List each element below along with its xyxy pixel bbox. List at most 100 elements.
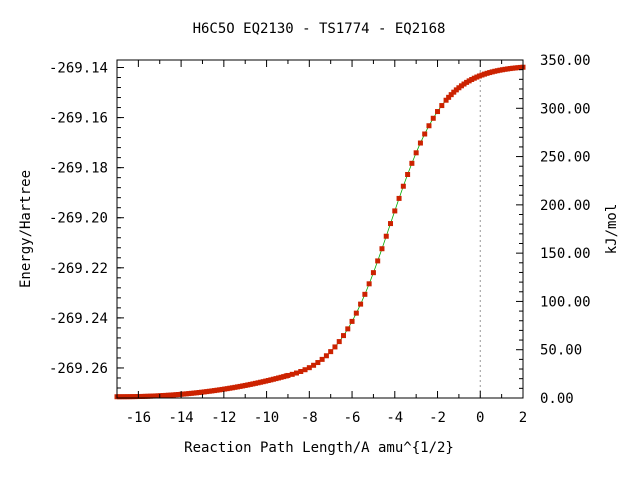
y2-tick-label: 350.00 bbox=[540, 53, 591, 69]
data-point bbox=[237, 383, 243, 389]
data-point bbox=[214, 387, 220, 393]
data-point bbox=[370, 270, 376, 276]
y2-tick-label: 250.00 bbox=[540, 150, 591, 166]
data-point bbox=[191, 390, 197, 396]
data-point bbox=[388, 221, 394, 227]
x-tick-label: -12 bbox=[211, 410, 236, 426]
data-point bbox=[252, 380, 258, 386]
data-point bbox=[276, 375, 282, 381]
data-point bbox=[471, 75, 477, 81]
data-point bbox=[379, 246, 385, 252]
data-point bbox=[289, 371, 295, 377]
data-point bbox=[224, 386, 230, 392]
data-point bbox=[170, 392, 176, 398]
data-point bbox=[199, 389, 205, 395]
data-point bbox=[515, 65, 521, 71]
data-point bbox=[163, 392, 169, 398]
data-point bbox=[507, 66, 513, 72]
data-point bbox=[117, 394, 123, 400]
data-point bbox=[466, 78, 472, 84]
data-point bbox=[204, 389, 210, 395]
data-point bbox=[505, 66, 511, 72]
data-point bbox=[168, 392, 174, 398]
x-tick-label: -8 bbox=[301, 410, 318, 426]
data-point bbox=[336, 339, 342, 345]
data-point bbox=[302, 367, 308, 373]
x-axis-label: Reaction Path Length/A amu^{1/2} bbox=[184, 440, 454, 456]
data-point bbox=[206, 388, 212, 394]
data-point bbox=[132, 394, 138, 400]
data-point bbox=[265, 377, 271, 383]
data-point bbox=[278, 374, 284, 380]
data-point bbox=[209, 388, 215, 394]
data-point bbox=[173, 392, 179, 398]
data-point bbox=[383, 233, 389, 239]
data-point bbox=[142, 393, 148, 399]
data-point bbox=[510, 65, 516, 71]
data-point bbox=[255, 380, 261, 386]
data-point bbox=[349, 318, 355, 324]
energy-curve-line bbox=[117, 66, 524, 398]
data-point bbox=[247, 381, 253, 387]
data-point bbox=[227, 385, 233, 391]
y2-axis-label: kJ/mol bbox=[604, 204, 620, 255]
data-point bbox=[319, 356, 325, 362]
data-point bbox=[323, 353, 329, 359]
y2-tick-label: 0.00 bbox=[540, 391, 574, 407]
y2-axis-ticks: 0.00 50.00 100.00 150.00 200.00 250.00 300.00 3… bbox=[516, 53, 591, 407]
y-tick-label: -269.14 bbox=[49, 61, 108, 77]
data-point bbox=[260, 379, 266, 385]
x-tick-label: -10 bbox=[254, 410, 279, 426]
data-point bbox=[332, 344, 338, 350]
data-point bbox=[328, 349, 334, 355]
data-point bbox=[129, 394, 135, 400]
y2-tick-label: 200.00 bbox=[540, 198, 591, 214]
data-point bbox=[315, 360, 321, 366]
y2-tick-label: 150.00 bbox=[540, 246, 591, 262]
data-point bbox=[245, 382, 251, 388]
data-point bbox=[242, 382, 248, 388]
data-point bbox=[464, 79, 470, 85]
x-tick-label: -14 bbox=[168, 410, 193, 426]
data-point bbox=[353, 310, 359, 316]
data-points bbox=[114, 64, 526, 400]
data-point bbox=[268, 377, 274, 383]
data-point bbox=[240, 383, 246, 389]
y-axis-label: Energy/Hartree bbox=[18, 170, 34, 288]
data-point bbox=[229, 385, 235, 391]
data-point bbox=[392, 208, 398, 214]
data-point bbox=[119, 394, 125, 400]
data-point bbox=[430, 115, 436, 121]
data-point bbox=[453, 87, 459, 93]
data-point bbox=[160, 393, 166, 399]
data-point bbox=[456, 85, 462, 91]
x-tick-label: 2 bbox=[519, 410, 527, 426]
data-point bbox=[492, 68, 498, 74]
data-point bbox=[458, 83, 464, 89]
data-point bbox=[311, 362, 317, 368]
data-point bbox=[479, 72, 485, 78]
y-axis-ticks: -269.26 -269.24 -269.22 -269.20 -269.18 -269.… bbox=[49, 61, 124, 399]
data-point bbox=[135, 394, 141, 400]
data-point bbox=[422, 131, 428, 137]
data-point bbox=[517, 64, 523, 70]
data-point bbox=[439, 103, 445, 109]
data-point bbox=[448, 92, 454, 98]
data-point bbox=[469, 76, 475, 82]
data-point bbox=[219, 386, 225, 392]
data-point bbox=[140, 393, 146, 399]
data-point bbox=[482, 71, 488, 77]
x-tick-label: -16 bbox=[126, 410, 151, 426]
data-point bbox=[258, 379, 264, 385]
data-point bbox=[211, 388, 217, 394]
y2-tick-label: 50.00 bbox=[540, 343, 582, 359]
data-point bbox=[145, 393, 151, 399]
data-point bbox=[341, 333, 347, 339]
data-point bbox=[188, 390, 194, 396]
data-point bbox=[250, 381, 256, 387]
x-tick-label: -6 bbox=[344, 410, 361, 426]
data-point bbox=[366, 281, 372, 287]
data-point bbox=[489, 69, 495, 75]
data-point bbox=[298, 368, 304, 374]
data-point bbox=[155, 393, 161, 399]
